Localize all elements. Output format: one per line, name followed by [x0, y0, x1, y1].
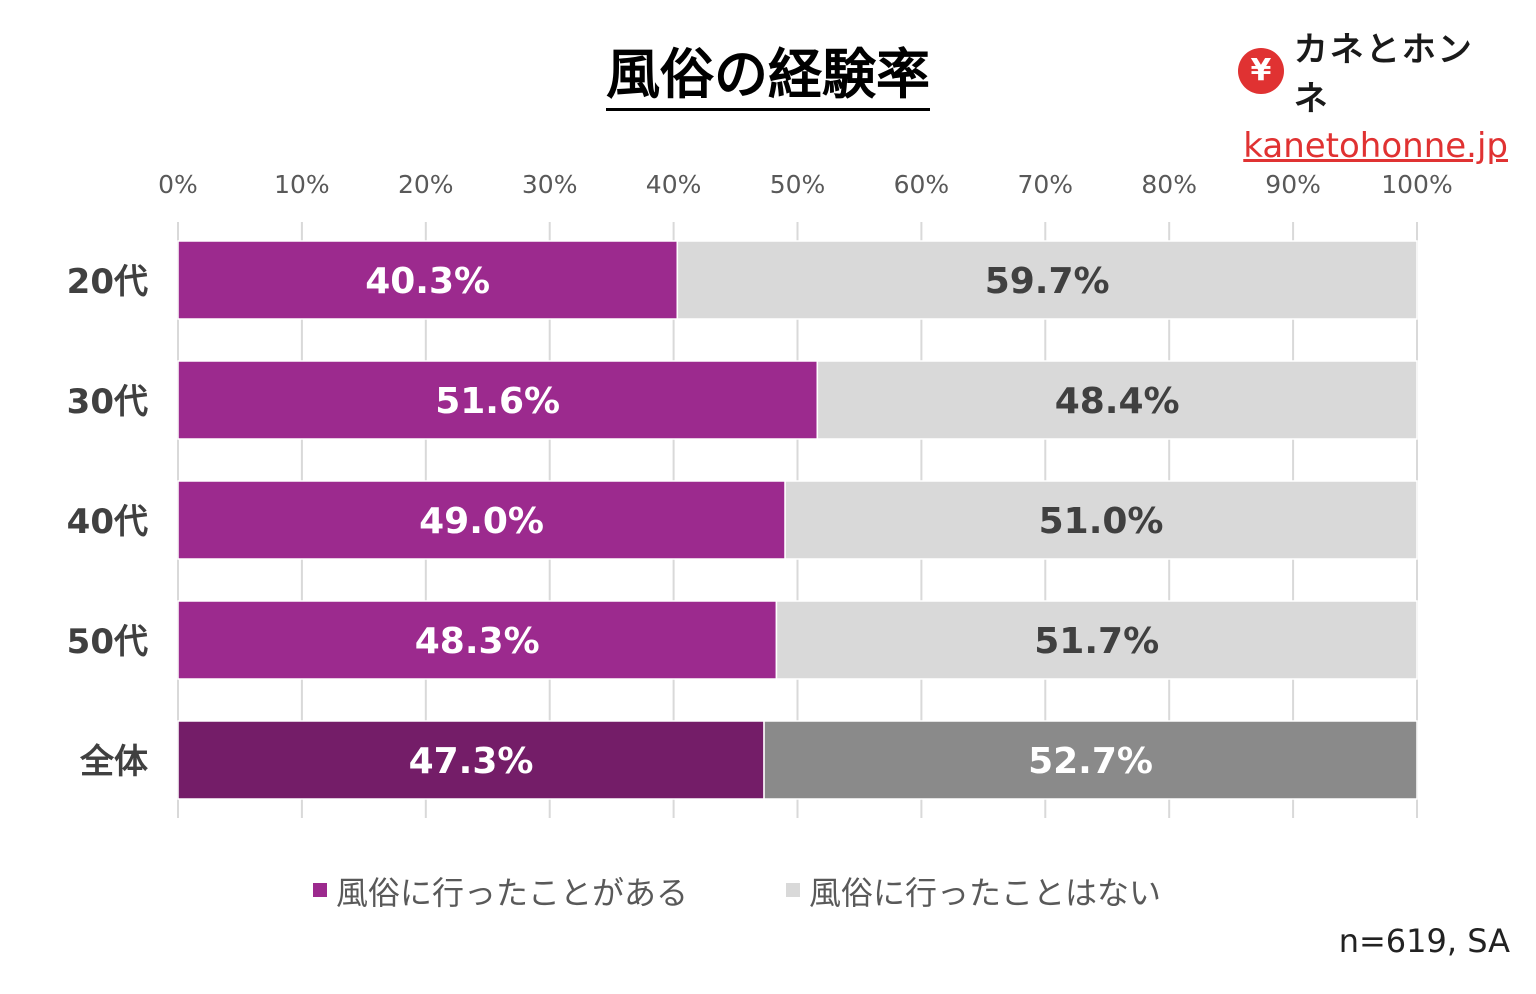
legend-label-visited: 風俗に行ったことがある	[336, 874, 688, 912]
x-tick-label: 60%	[894, 170, 950, 199]
legend-swatch-visited	[313, 883, 327, 897]
x-tick-label: 20%	[398, 170, 454, 199]
x-tick-label: 70%	[1018, 170, 1074, 199]
bar-not-visited	[784, 480, 1418, 560]
x-tick-label: 50%	[770, 170, 826, 199]
legend-label-not-visited: 風俗に行ったことはない	[809, 874, 1161, 912]
legend-swatch-not-visited	[786, 883, 800, 897]
data-label-visited: 40.3%	[365, 261, 490, 302]
x-tick-label: 100%	[1381, 170, 1452, 199]
bar-not-visited	[775, 600, 1418, 680]
data-label-visited: 48.3%	[415, 621, 540, 662]
bar-visited	[177, 240, 679, 320]
bar-visited	[177, 600, 778, 680]
data-label-not-visited: 52.7%	[1028, 741, 1153, 782]
x-tick-label: 0%	[158, 170, 198, 199]
bar-not-visited	[676, 240, 1418, 320]
data-label-not-visited: 51.0%	[1039, 501, 1164, 542]
data-label-visited: 51.6%	[435, 381, 560, 422]
yen-icon: ¥	[1238, 48, 1284, 94]
y-category-label: 50代	[67, 622, 148, 662]
brand-logo: ¥ カネとホンネ kanetohonne.jp	[1238, 22, 1508, 166]
y-category-label: 20代	[67, 262, 148, 302]
bar-visited	[177, 720, 765, 800]
brand-url-link[interactable]: kanetohonne.jp	[1243, 126, 1508, 166]
brand-row: ¥ カネとホンネ	[1238, 22, 1508, 120]
bar-not-visited	[816, 360, 1418, 440]
x-tick-label: 30%	[522, 170, 578, 199]
data-label-not-visited: 59.7%	[985, 261, 1110, 302]
data-label-not-visited: 48.4%	[1055, 381, 1180, 422]
sample-size-note: n=619, SA	[1338, 922, 1510, 960]
x-tick-label: 80%	[1141, 170, 1197, 199]
x-tick-label: 10%	[274, 170, 330, 199]
bar-visited	[177, 360, 819, 440]
y-category-label: 40代	[67, 502, 148, 542]
x-tick-label: 90%	[1265, 170, 1321, 199]
data-label-not-visited: 51.7%	[1034, 621, 1159, 662]
y-category-label: 30代	[67, 382, 148, 422]
data-label-visited: 47.3%	[409, 741, 534, 782]
chart-title: 風俗の経験率	[0, 30, 1536, 111]
brand-name: カネとホンネ	[1293, 30, 1474, 119]
bar-visited	[177, 480, 786, 560]
data-label-visited: 49.0%	[419, 501, 544, 542]
chart-title-text: 風俗の経験率	[606, 43, 930, 111]
x-tick-label: 40%	[646, 170, 702, 199]
bar-not-visited	[763, 720, 1418, 800]
y-category-label: 全体	[79, 742, 148, 782]
